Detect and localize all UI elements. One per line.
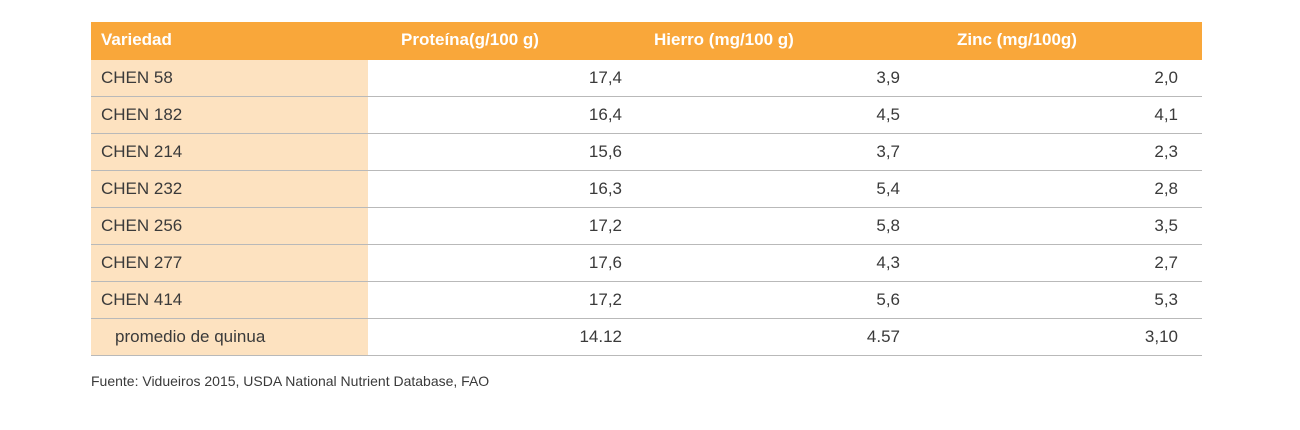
protein-cell: 14.12: [579, 327, 622, 346]
iron-cell: 5,4: [876, 179, 900, 198]
protein-cell: 17,4: [588, 68, 622, 87]
variety-cell: CHEN 277: [91, 245, 368, 281]
variety-cell: CHEN 414: [91, 282, 368, 318]
protein-cell: 17,2: [588, 290, 622, 309]
protein-cell: 15,6: [588, 142, 622, 161]
variety-cell: CHEN 232: [91, 171, 368, 207]
table-header-row: Variedad Proteína(g/100 g) Hierro (mg/10…: [91, 22, 1202, 60]
iron-cell: 5,6: [876, 290, 900, 309]
iron-cell: 3,7: [876, 142, 900, 161]
nutrient-table: Variedad Proteína(g/100 g) Hierro (mg/10…: [91, 22, 1202, 356]
table-row: CHEN 414 17,2 5,6 5,3: [91, 282, 1202, 319]
zinc-cell: 2,8: [1154, 179, 1178, 198]
table-row: CHEN 58 17,4 3,9 2,0: [91, 60, 1202, 97]
zinc-cell: 3,10: [1144, 327, 1178, 346]
variety-cell: CHEN 256: [91, 208, 368, 244]
iron-cell: 4,3: [876, 253, 900, 272]
iron-cell: 5,8: [876, 216, 900, 235]
source-note: Fuente: Vidueiros 2015, USDA National Nu…: [91, 373, 490, 389]
table-row: CHEN 214 15,6 3,7 2,3: [91, 134, 1202, 171]
table-row-average: promedio de quinua 14.12 4.57 3,10: [91, 319, 1202, 356]
zinc-cell: 4,1: [1154, 105, 1178, 124]
protein-cell: 17,6: [588, 253, 622, 272]
table-row: CHEN 232 16,3 5,4 2,8: [91, 171, 1202, 208]
zinc-cell: 2,3: [1154, 142, 1178, 161]
zinc-cell: 5,3: [1154, 290, 1178, 309]
variety-cell: CHEN 182: [91, 97, 368, 133]
table-row: CHEN 182 16,4 4,5 4,1: [91, 97, 1202, 134]
header-variedad: Variedad: [101, 29, 172, 49]
zinc-cell: 2,7: [1154, 253, 1178, 272]
iron-cell: 3,9: [876, 68, 900, 87]
zinc-cell: 3,5: [1154, 216, 1178, 235]
protein-cell: 16,3: [588, 179, 622, 198]
iron-cell: 4.57: [866, 327, 900, 346]
protein-cell: 16,4: [588, 105, 622, 124]
average-label-cell: promedio de quinua: [91, 319, 368, 355]
variety-cell: CHEN 58: [91, 60, 368, 96]
table-row: CHEN 277 17,6 4,3 2,7: [91, 245, 1202, 282]
header-hierro: Hierro (mg/100 g): [654, 29, 794, 49]
zinc-cell: 2,0: [1154, 68, 1178, 87]
table-row: CHEN 256 17,2 5,8 3,5: [91, 208, 1202, 245]
protein-cell: 17,2: [588, 216, 622, 235]
header-zinc: Zinc (mg/100g): [957, 29, 1077, 49]
iron-cell: 4,5: [876, 105, 900, 124]
variety-cell: CHEN 214: [91, 134, 368, 170]
header-proteina: Proteína(g/100 g): [401, 29, 539, 49]
